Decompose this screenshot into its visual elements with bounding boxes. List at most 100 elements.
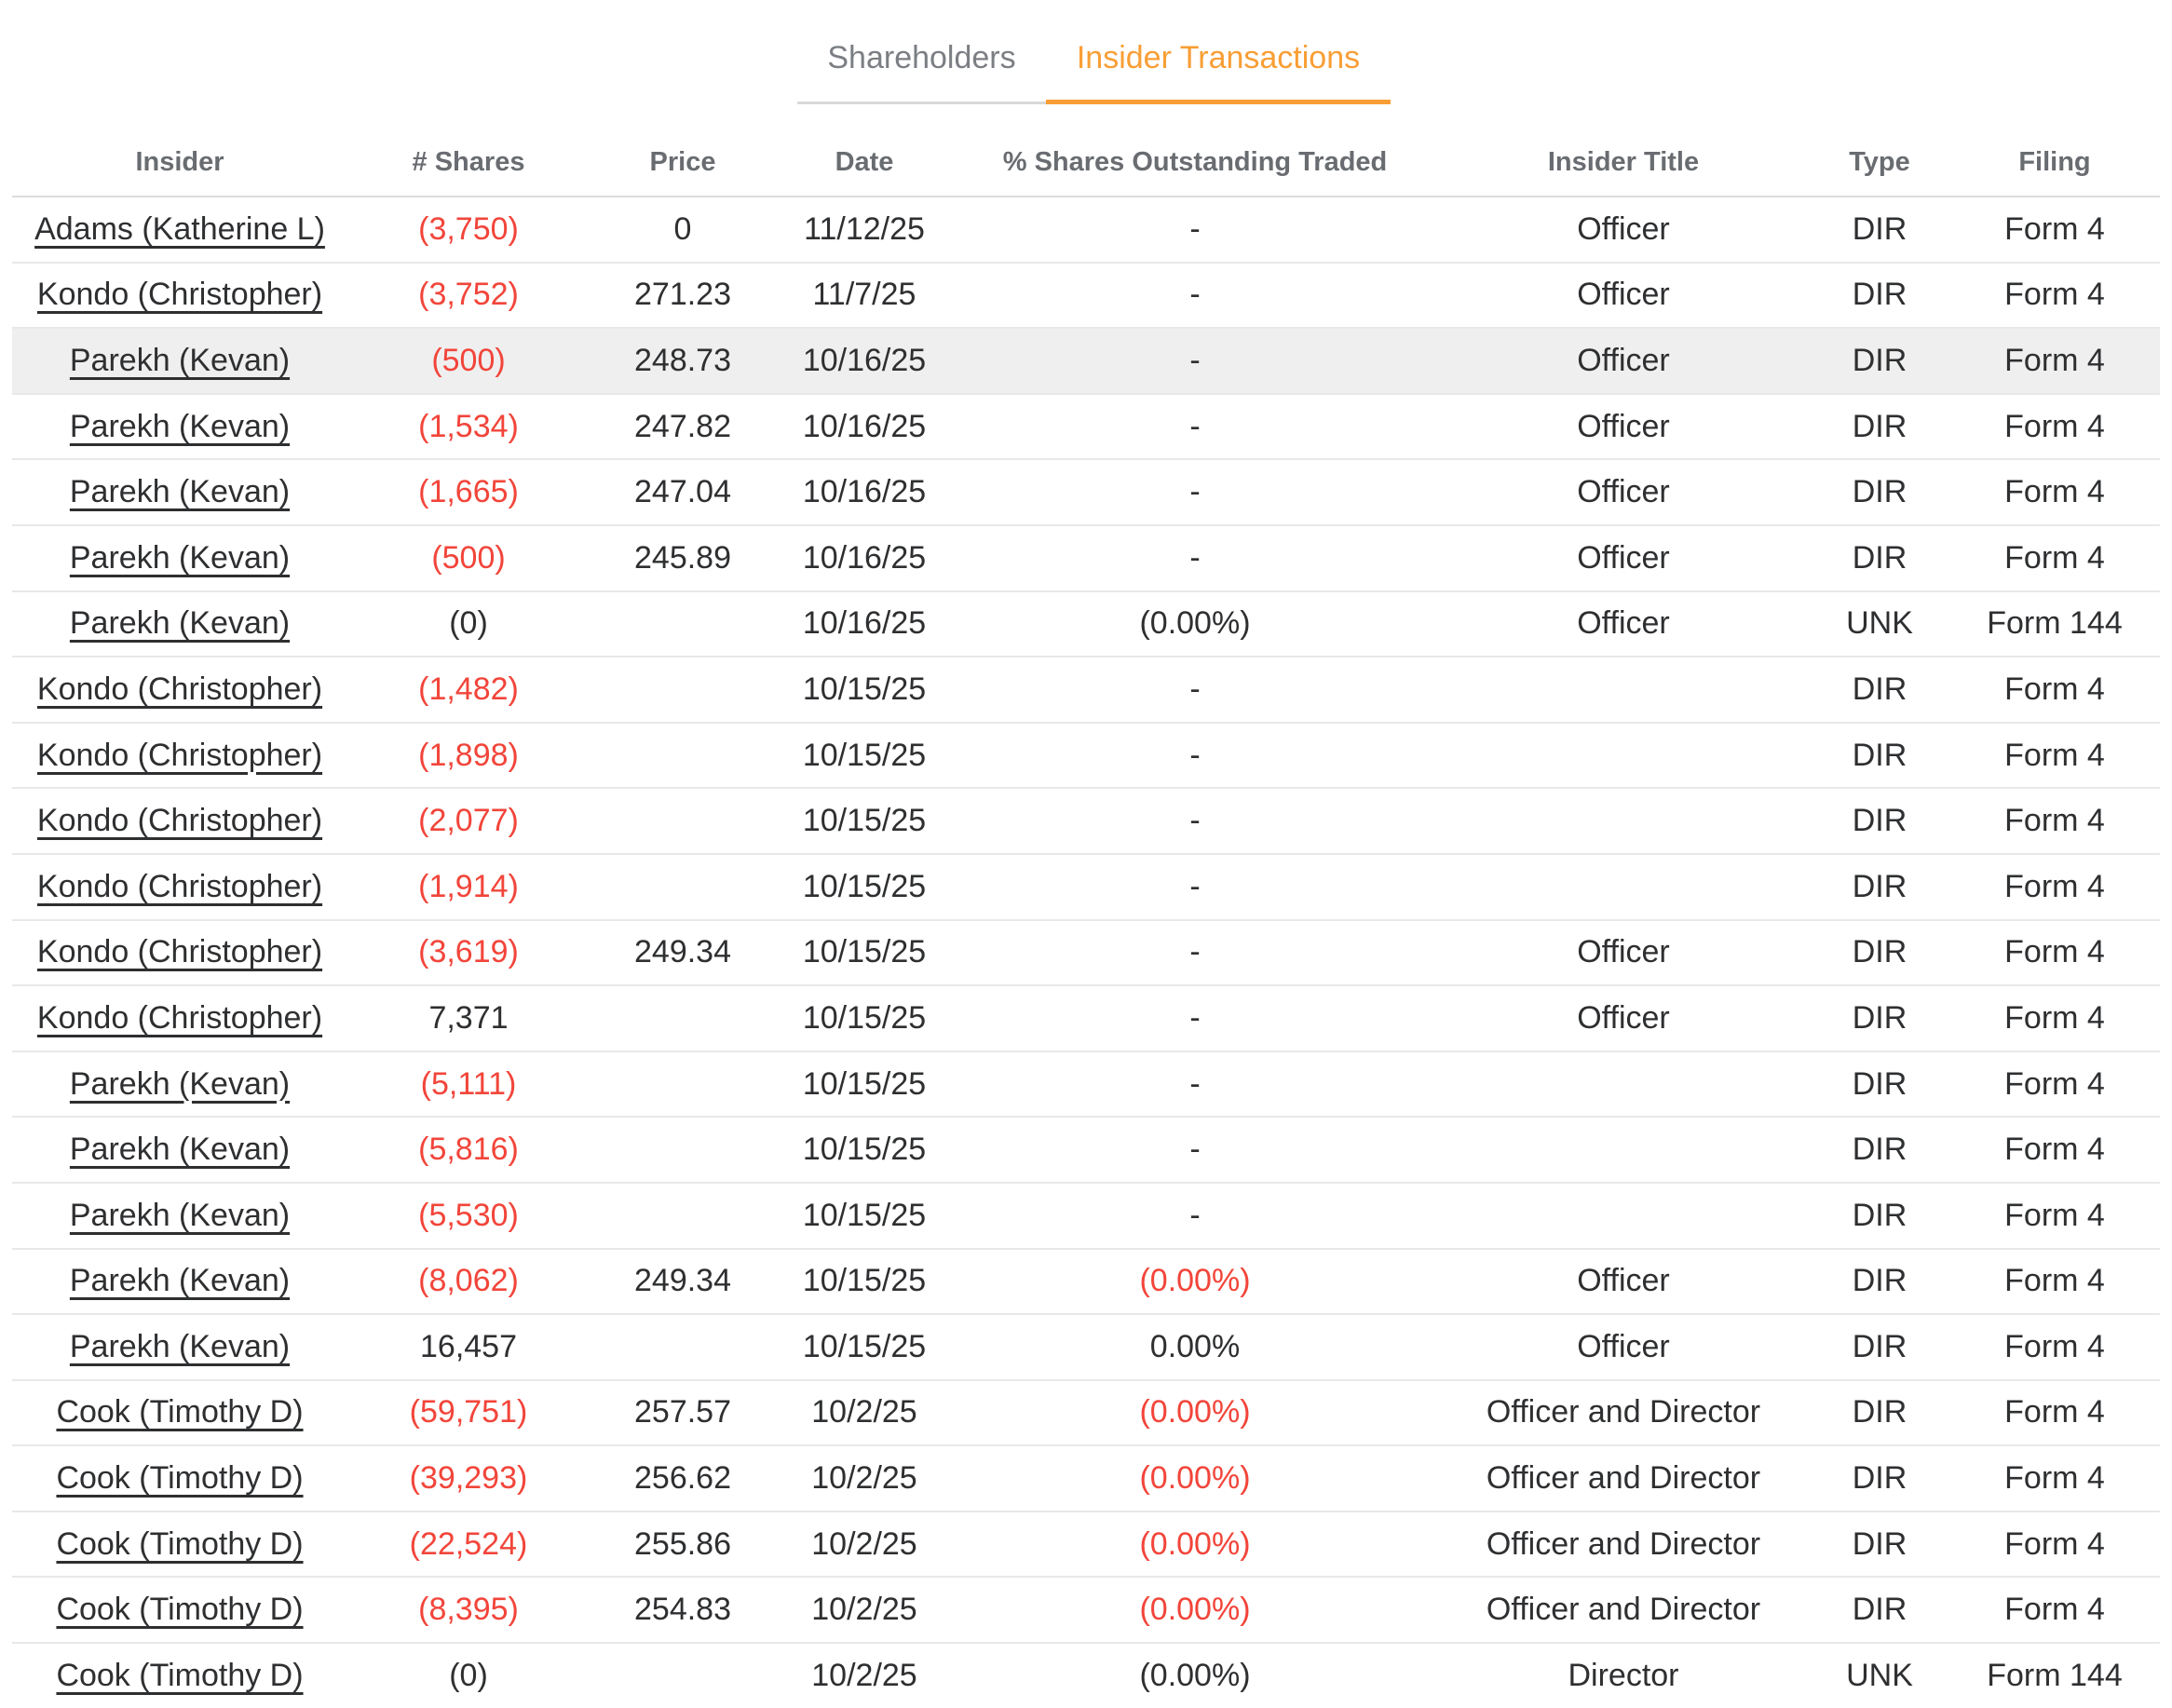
type-cell: DIR	[1810, 1444, 1949, 1511]
insider-link[interactable]: Cook (Timothy D)	[56, 1394, 304, 1430]
date-cell: 10/2/25	[776, 1576, 953, 1644]
shares-cell: (3,750)	[418, 210, 519, 247]
table-row: Kondo (Christopher) (1,914) 10/15/25- DIR Fo…	[12, 852, 2160, 920]
filing-cell: Form 4	[1949, 327, 2160, 394]
type-cell: DIR	[1810, 523, 1949, 591]
insider-link[interactable]: Adams (Katherine L)	[34, 210, 325, 247]
price-cell	[590, 787, 776, 854]
insider-cell: Adams (Katherine L)	[12, 197, 347, 263]
type-cell: DIR	[1810, 656, 1949, 723]
type-cell: DIR	[1810, 1510, 1949, 1578]
insider-link[interactable]: Parekh (Kevan)	[69, 605, 291, 642]
table-row: Adams (Katherine L) (3,750) 0 11/12/25 - Offi…	[12, 197, 2160, 263]
insider-title-cell: Officer and Director	[1437, 1510, 1810, 1578]
shares-cell: (500)	[347, 327, 590, 394]
insider-link[interactable]: Parekh (Kevan)	[69, 1065, 291, 1102]
insider-link[interactable]: Parekh (Kevan)	[69, 1328, 291, 1364]
pct-outstanding-cell: (0.00%)	[953, 590, 1437, 657]
type-cell: DIR	[1810, 721, 1949, 789]
pct-outstanding-cell: -	[953, 261, 1437, 329]
price-cell	[590, 590, 776, 657]
insider-link[interactable]: Parekh (Kevan)	[69, 408, 291, 444]
column-header-shares: # Shares	[347, 105, 590, 197]
filing-cell: Form 4	[1949, 1378, 2160, 1446]
insider-link[interactable]: Kondo (Christopher)	[36, 934, 323, 970]
insider-link[interactable]: Parekh (Kevan)	[69, 474, 291, 510]
insider-title-cell: Officer	[1577, 210, 1670, 247]
insider-link[interactable]: Parekh (Kevan)	[69, 539, 291, 576]
filing-cell: Form 144	[1949, 590, 2160, 657]
insider-cell: Kondo (Christopher)	[12, 787, 347, 854]
shares-cell: (5,530)	[347, 1181, 590, 1249]
column-header-price: Price	[590, 105, 776, 197]
insider-link[interactable]: Parekh (Kevan)	[69, 1132, 291, 1168]
date-cell: 10/16/25	[776, 458, 953, 525]
table-row: Parekh (Kevan) 16,457 10/15/25 0.00% Officer…	[12, 1313, 2160, 1380]
price-cell: 249.34	[590, 1247, 776, 1315]
price-cell: 255.86	[590, 1510, 776, 1578]
table-body: Adams (Katherine L) (3,750) 0 11/12/25- Offi…	[12, 197, 2160, 1708]
price-cell	[590, 721, 776, 789]
insider-link[interactable]: Kondo (Christopher)	[36, 868, 323, 904]
insider-link[interactable]: Cook (Timothy D)	[56, 1592, 304, 1628]
insider-cell: Parekh (Kevan)	[12, 327, 347, 394]
column-header-insider-title: Insider Title	[1437, 105, 1810, 197]
table-row: Parekh (Kevan) (0) 10/16/25 (0.00%) Officer U…	[12, 590, 2160, 657]
pct-outstanding-cell: -	[1189, 210, 1201, 247]
pct-outstanding-cell: -	[953, 458, 1437, 525]
price-cell	[590, 656, 776, 723]
insider-link[interactable]: Kondo (Christopher)	[36, 737, 323, 773]
column-header-pct-outstanding: % Shares Outstanding Traded	[953, 105, 1437, 197]
price-cell	[590, 984, 776, 1051]
pct-outstanding-cell: (0.00%)	[953, 1510, 1437, 1578]
type-cell: UNK	[1810, 590, 1949, 657]
filing-cell: Form 4	[1949, 918, 2160, 986]
filing-cell: Form 4	[1949, 1181, 2160, 1249]
table-row: Parekh (Kevan) (1,665) 247.04 10/16/25- Offi…	[12, 458, 2160, 525]
table-row: Kondo (Christopher) (3,619) 249.34 10/15/25…	[12, 918, 2160, 986]
price-cell	[590, 1642, 776, 1708]
pct-outstanding-cell: -	[953, 1116, 1437, 1183]
insider-title-cell: Officer and Director	[1437, 1576, 1810, 1644]
price-cell: 271.23	[590, 261, 776, 329]
pct-outstanding-cell: (0.00%)	[953, 1642, 1437, 1708]
filing-cell: Form 4	[1949, 392, 2160, 460]
insider-title-cell	[1437, 787, 1810, 854]
insider-cell: Parekh (Kevan)	[12, 590, 347, 657]
filing-cell: Form 4	[1949, 852, 2160, 920]
table-row: Cook (Timothy D) (0) 10/2/25 (0.00%) Directo…	[12, 1642, 2160, 1708]
date-cell: 10/2/25	[776, 1444, 953, 1511]
insider-link[interactable]: Parekh (Kevan)	[69, 1263, 291, 1299]
pct-outstanding-cell: -	[953, 656, 1437, 723]
tab-shareholders[interactable]: Shareholders	[797, 0, 1046, 104]
insider-title-cell: Director	[1437, 1642, 1810, 1708]
insider-link[interactable]: Kondo (Christopher)	[36, 671, 323, 707]
date-cell: 10/16/25	[776, 327, 953, 394]
insider-link[interactable]: Kondo (Christopher)	[36, 277, 323, 313]
type-cell: DIR	[1810, 1576, 1949, 1644]
table-row: Parekh (Kevan) (1,534) 247.82 10/16/25- Offi…	[12, 392, 2160, 460]
insider-transactions-table: Insider # Shares Price Date% Shares Outstan…	[12, 105, 2160, 1708]
pct-outstanding-cell: -	[953, 327, 1437, 394]
insider-link[interactable]: Kondo (Christopher)	[36, 803, 323, 839]
table-row: Parekh (Kevan) (5,111) 10/15/25- DIR Form 4	[12, 1050, 2160, 1118]
insider-title-cell	[1437, 656, 1810, 723]
insider-cell: Cook (Timothy D)	[12, 1444, 347, 1511]
tab-insider-transactions[interactable]: Insider Transactions	[1046, 0, 1391, 104]
insider-link[interactable]: Parekh (Kevan)	[69, 1197, 291, 1233]
insider-link[interactable]: Cook (Timothy D)	[56, 1657, 304, 1693]
pct-outstanding-cell: -	[953, 1050, 1437, 1118]
insider-link[interactable]: Cook (Timothy D)	[56, 1525, 304, 1562]
shares-cell: (5,111)	[347, 1050, 590, 1118]
insider-link[interactable]: Cook (Timothy D)	[56, 1460, 304, 1497]
shares-cell: (22,524)	[347, 1510, 590, 1578]
type-cell: DIR	[1810, 852, 1949, 920]
insider-link[interactable]: Kondo (Christopher)	[36, 999, 323, 1036]
insider-link[interactable]: Parekh (Kevan)	[69, 342, 291, 378]
filing-cell: Form 144	[1949, 1642, 2160, 1708]
table-row: Kondo (Christopher) (1,482) 10/15/25- DIR Fo…	[12, 656, 2160, 723]
price-cell: 254.83	[590, 1576, 776, 1644]
type-cell: DIR	[1810, 1313, 1949, 1380]
date-cell: 11/12/25	[804, 210, 925, 247]
filing-cell: Form 4	[1949, 656, 2160, 723]
